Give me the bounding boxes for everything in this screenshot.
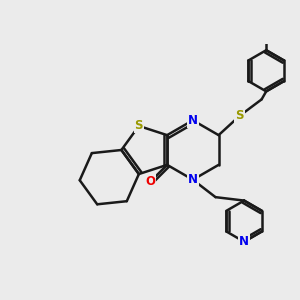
Text: S: S [236, 109, 244, 122]
Text: S: S [135, 119, 143, 133]
Text: O: O [145, 175, 155, 188]
Text: N: N [188, 114, 198, 127]
Text: N: N [188, 173, 198, 186]
Text: N: N [239, 235, 249, 248]
